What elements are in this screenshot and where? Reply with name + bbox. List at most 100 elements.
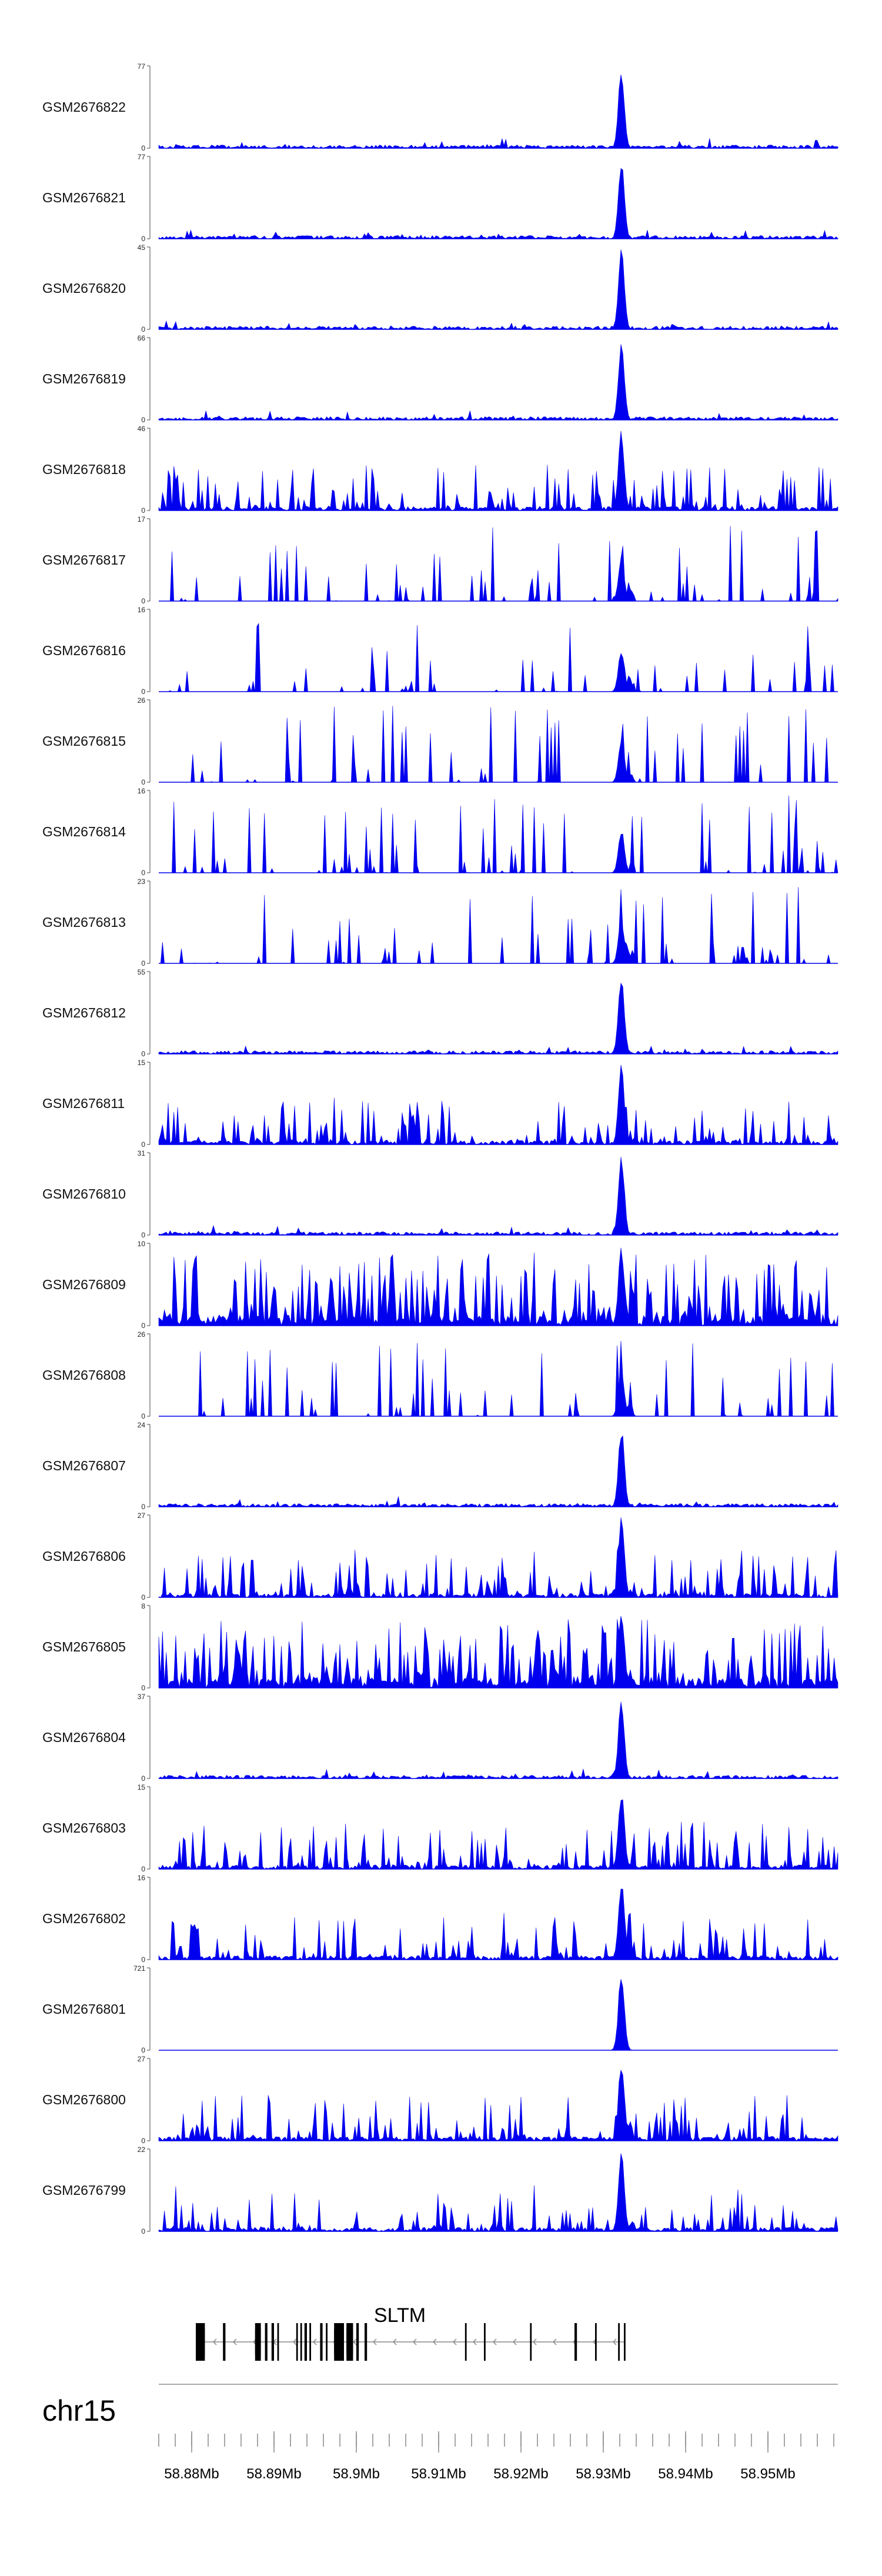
signal-area [158, 1701, 838, 1779]
track-label: GSM2676810 [42, 1186, 126, 1202]
track-GSM2676811: GSM2676811 15 0 [42, 1059, 838, 1149]
tick-label: 58.9Mb [333, 2466, 380, 2482]
strand-arrow [392, 2338, 397, 2345]
y-max-label: 27 [138, 1511, 146, 1520]
y-max-label: 45 [138, 243, 146, 252]
track-GSM2676820: GSM2676820 45 0 [42, 243, 838, 333]
track-label: GSM2676803 [42, 1820, 126, 1836]
y-max-label: 16 [138, 606, 146, 614]
gene-exon [465, 2323, 467, 2361]
tick-label: 58.89Mb [246, 2466, 301, 2482]
signal-area [158, 2153, 838, 2233]
strand-arrow [532, 2338, 537, 2345]
track-label: GSM2676811 [42, 1096, 125, 1111]
track-label: GSM2676818 [42, 462, 126, 477]
track-label: GSM2676816 [42, 643, 126, 658]
signal-area [158, 1888, 838, 1961]
track-label: GSM2676820 [42, 281, 126, 296]
y-min-label: 0 [141, 416, 145, 424]
signal-area [159, 622, 838, 692]
y-min-label: 0 [141, 2046, 145, 2054]
y-max-label: 77 [138, 62, 146, 71]
signal-tracks: GSM2676822770GSM2676821770GSM2676820450G… [42, 62, 838, 2235]
y-min-label: 0 [141, 688, 145, 696]
signal-area [158, 1435, 838, 1507]
y-max-label: 66 [138, 334, 146, 342]
strand-arrow [412, 2338, 417, 2345]
track-label: GSM2676800 [42, 2092, 126, 2107]
track-GSM2676808: GSM2676808 26 0 [42, 1330, 838, 1420]
tick-label: 58.91Mb [411, 2466, 466, 2482]
genome-axis: chr15 58.88Mb 58.89Mb 58.9Mb 58.91Mb 58.92Mb… [42, 2384, 838, 2482]
y-min-label: 0 [141, 1684, 145, 1692]
strand-arrow [492, 2338, 497, 2345]
y-max-label: 77 [138, 153, 146, 161]
track-label: GSM2676799 [42, 2183, 126, 2198]
track-GSM2676819: GSM2676819 66 0 [42, 334, 838, 424]
y-max-label: 46 [138, 425, 146, 433]
gene-exon [484, 2323, 486, 2361]
track-label: GSM2676815 [42, 733, 126, 749]
track-label: GSM2676809 [42, 1277, 126, 1292]
y-max-label: 23 [138, 877, 146, 886]
track-GSM2676822: GSM2676822 77 0 [42, 62, 838, 152]
strand-arrow [212, 2338, 217, 2345]
strand-arrow [292, 2338, 297, 2345]
signal-area [158, 168, 838, 239]
track-label: GSM2676806 [42, 1549, 126, 1564]
signal-area [159, 1340, 838, 1417]
gene-utr-block [346, 2329, 353, 2355]
track-GSM2676817: GSM2676817 17 0 [42, 515, 838, 605]
signal-area [158, 1157, 838, 1236]
track-GSM2676802: GSM2676802 16 0 [42, 1874, 838, 1964]
y-min-label: 0 [141, 1050, 145, 1058]
track-label: GSM2676808 [42, 1367, 126, 1383]
gene-exon [277, 2323, 279, 2361]
y-max-label: 15 [138, 1783, 146, 1791]
gene-utr-block [196, 2329, 205, 2355]
y-max-label: 15 [138, 1059, 146, 1067]
y-min-label: 0 [141, 1956, 145, 1964]
gene-exon [365, 2323, 368, 2361]
signal-area [159, 795, 838, 873]
gene-utr-block [255, 2329, 261, 2355]
gene-exon [309, 2323, 311, 2361]
track-label: GSM2676817 [42, 552, 126, 568]
track-label: GSM2676807 [42, 1458, 126, 1473]
strand-arrow [312, 2338, 317, 2345]
track-GSM2676812: GSM2676812 55 0 [42, 968, 838, 1058]
signal-area [159, 706, 838, 783]
signal-area [158, 431, 838, 511]
signal-area [158, 1247, 838, 1326]
track-label: GSM2676821 [42, 190, 126, 205]
track-GSM2676799: GSM2676799 22 0 [42, 2145, 838, 2235]
track-label: GSM2676801 [42, 2001, 126, 2017]
track-label: GSM2676813 [42, 915, 126, 930]
track-label: GSM2676805 [42, 1639, 126, 1654]
track-label: GSM2676822 [42, 99, 126, 115]
y-max-label: 16 [138, 1874, 146, 1882]
y-min-label: 0 [141, 1140, 145, 1149]
y-min-label: 0 [141, 1231, 145, 1239]
track-GSM2676810: GSM2676810 31 0 [42, 1149, 838, 1239]
gene-exon [356, 2323, 359, 2361]
gene-utr-block [334, 2329, 344, 2355]
y-min-label: 0 [141, 2137, 145, 2145]
track-GSM2676816: GSM2676816 16 0 [42, 606, 838, 696]
y-min-label: 0 [141, 325, 145, 333]
y-min-label: 0 [141, 144, 145, 152]
track-GSM2676804: GSM2676804 37 0 [42, 1693, 838, 1783]
strand-arrow [232, 2338, 237, 2345]
y-min-label: 0 [141, 506, 145, 515]
gene-exon [320, 2323, 323, 2361]
y-min-label: 0 [141, 778, 145, 786]
track-GSM2676809: GSM2676809 10 0 [42, 1240, 838, 1330]
signal-area [158, 1799, 838, 1870]
strand-arrow [352, 2338, 357, 2345]
y-min-label: 0 [141, 1774, 145, 1783]
track-label: GSM2676819 [42, 371, 126, 386]
gene-exon [296, 2323, 298, 2361]
tick-label: 58.93Mb [576, 2466, 630, 2482]
gene-exon [271, 2323, 274, 2361]
y-max-label: 27 [138, 2055, 146, 2063]
